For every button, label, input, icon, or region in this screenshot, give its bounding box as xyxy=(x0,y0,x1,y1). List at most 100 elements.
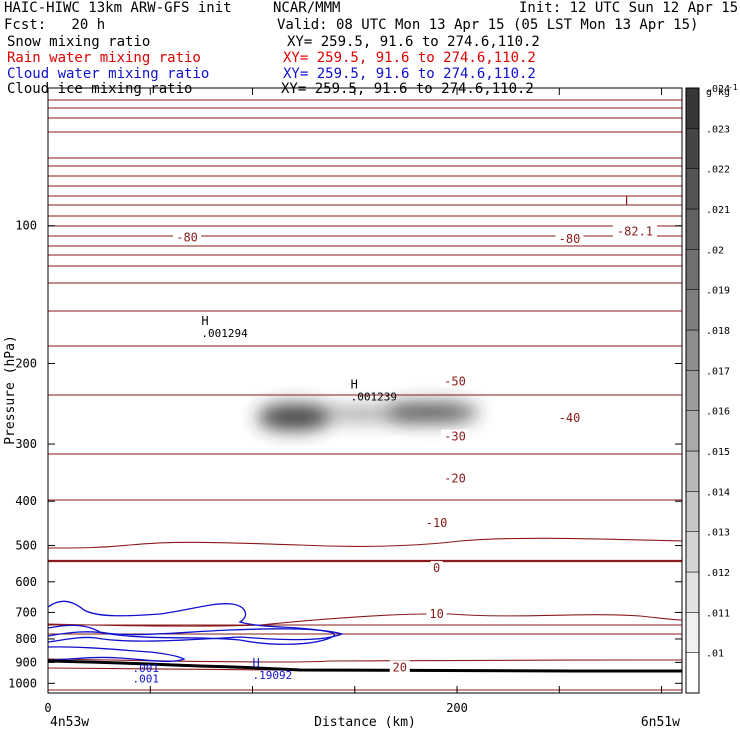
isotherm-label: -40 xyxy=(559,411,581,425)
surface-line xyxy=(47,659,683,673)
y-tick-label: 800 xyxy=(15,632,37,646)
extremum-marker: H xyxy=(201,314,208,328)
contour-labels: -80 -80-82.1-50-40-30-20-1001020LH.001294… xyxy=(132,194,657,685)
extremum-value: .001294 xyxy=(201,327,248,340)
colorbar-segment xyxy=(685,208,700,250)
colorbar-label: .021 xyxy=(706,205,730,216)
colorbar-segment xyxy=(685,450,700,492)
colorbar-segment xyxy=(685,571,700,613)
isotherm-line xyxy=(48,537,682,549)
colorbar-segment xyxy=(685,87,700,129)
colorbar-segment xyxy=(685,491,700,532)
terrain-surface xyxy=(47,659,683,673)
colorbar-segment xyxy=(685,531,700,573)
isotherm-label: -20 xyxy=(444,472,466,486)
isotherm-label: -30 xyxy=(444,430,466,444)
model-title: HAIC-HIWC 13km ARW-GFS init xyxy=(4,0,232,16)
isotherm-label-bg xyxy=(422,515,451,528)
y-tick-label: 700 xyxy=(15,605,37,619)
extremum-value: .19092 xyxy=(253,669,293,682)
x-tick-label: 0 xyxy=(44,701,51,715)
colorbar-segment xyxy=(685,168,700,210)
isotherm-label-bg xyxy=(430,561,443,574)
colorbar-segment xyxy=(685,128,700,169)
extremum-marker: H xyxy=(351,378,358,392)
colorbar-segment xyxy=(685,410,700,452)
isotherm-label-bg xyxy=(426,607,447,620)
colorbar-label: .015 xyxy=(706,447,730,458)
field-name-cloud-water: Cloud water mixing ratio xyxy=(7,66,210,82)
field-xy-cloud-ice: XY= 259.5, 91.6 to 274.6,110.2 xyxy=(281,81,534,97)
colorbar-label: .017 xyxy=(706,366,730,377)
y-tick-label: 600 xyxy=(15,575,37,589)
extremum-marker: H xyxy=(253,656,260,670)
forecast-hour: Fcst: 20 h xyxy=(4,17,106,33)
isotherm-label: -80 xyxy=(559,232,581,246)
colorbar-label: .016 xyxy=(706,407,730,418)
y-tick-label: 1000 xyxy=(8,676,37,690)
colorbar-unit-exponent: -1 xyxy=(728,83,738,92)
isotherm-label-bg xyxy=(440,471,469,484)
colorbar-segment xyxy=(685,612,700,653)
colorbar-label: .013 xyxy=(706,528,730,539)
extremum-value: .001239 xyxy=(351,391,397,404)
isotherm-label: -10 xyxy=(426,516,448,530)
colorbar-label: .01 xyxy=(706,649,724,660)
y-tick-label: 100 xyxy=(15,219,37,233)
colorbar: .01 .011 .012 .013 .014 .015 .016 .017 .018 .019.… xyxy=(685,83,738,694)
isotherm-label-bg xyxy=(440,374,469,387)
org-label: NCAR/MMM xyxy=(273,0,341,16)
y-tick-label: 200 xyxy=(15,356,37,370)
y-tick-label: 500 xyxy=(15,539,37,553)
extremum-marker: L xyxy=(625,194,632,208)
y-tick-label: 400 xyxy=(15,494,37,508)
isotherm-label-bg xyxy=(555,232,584,245)
isotherm-label: 0 xyxy=(433,561,440,575)
cloud-water-contour-inner xyxy=(48,624,344,643)
colorbar-label: .022 xyxy=(706,165,730,176)
y-axis-label: Pressure (hPa) xyxy=(3,335,18,445)
colorbar-segment xyxy=(685,652,700,694)
colorbar-segment xyxy=(685,249,700,290)
cloud-water-contours xyxy=(48,600,344,663)
temperature-contours xyxy=(48,99,682,691)
colorbar-label: .011 xyxy=(706,608,730,619)
field-name-rain: Rain water mixing ratio xyxy=(7,50,201,66)
field-xy-rain: XY= 259.5, 91.6 to 274.6,110.2 xyxy=(283,50,536,66)
colorbar-unit: g kg xyxy=(706,87,730,98)
cloud-water-label: .001 xyxy=(132,672,159,685)
isotherm-label-bg xyxy=(173,230,202,243)
field-name-snow: Snow mixing ratio xyxy=(7,34,151,50)
colorbar-segment xyxy=(685,329,700,371)
isotherm-label-bg xyxy=(612,224,657,237)
isotherm-label-bg xyxy=(440,429,469,442)
cloud-ice-shading xyxy=(257,402,479,431)
isotherm-label: -80 xyxy=(176,230,198,244)
cloud-water-contour-outer xyxy=(48,600,335,645)
isotherm-label: -50 xyxy=(444,375,466,389)
x-axis-label: Distance (km) xyxy=(314,715,416,730)
field-name-cloud-ice: Cloud ice mixing ratio xyxy=(7,81,193,97)
colorbar-label: .023 xyxy=(706,124,730,135)
x-endpoint-left: 4n53w xyxy=(50,715,89,730)
colorbar-label: .024 xyxy=(706,84,730,95)
valid-time: Valid: 08 UTC Mon 13 Apr 15 (05 LST Mon … xyxy=(277,17,699,33)
colorbar-label: .018 xyxy=(706,326,730,337)
init-time: Init: 12 UTC Sun 12 Apr 15 xyxy=(519,0,739,16)
isotherm-label: -82.1 xyxy=(617,225,653,239)
x-tick-label: 200 xyxy=(446,701,468,715)
field-xy-snow: XY= 259.5, 91.6 to 274.6,110.2 xyxy=(287,34,540,50)
y-tick-label: 300 xyxy=(15,437,37,451)
plot-frame xyxy=(47,87,683,694)
colorbar-segment xyxy=(685,289,700,331)
cloud-water-contour-low xyxy=(48,646,186,663)
isotherm-label-bg xyxy=(389,660,410,673)
isotherm-label: 10 xyxy=(429,607,443,621)
colorbar-segment xyxy=(685,370,700,411)
cloud-ice-bridge xyxy=(307,407,418,422)
colorbar-label: .02 xyxy=(706,245,724,256)
field-xy-cloud-water: XY= 259.5, 91.6 to 274.6,110.2 xyxy=(283,66,536,82)
cloud-ice-max-1 xyxy=(257,404,330,431)
